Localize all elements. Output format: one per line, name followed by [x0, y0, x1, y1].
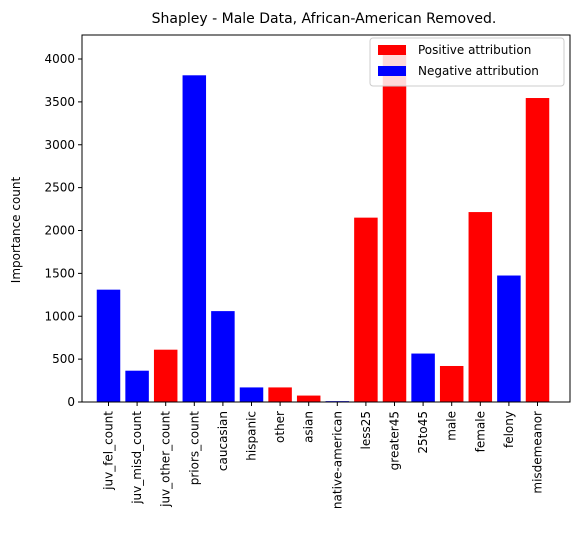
x-tick-label-misdemeanor: misdemeanor — [531, 411, 545, 494]
bar-female — [468, 212, 493, 402]
x-tick-label-greater45: greater45 — [388, 411, 402, 470]
bar-juv_other_count — [153, 349, 178, 402]
x-axis-ticks: juv_fel_count juv_misd_count juv_other_cou… — [102, 402, 545, 509]
plot-frame — [81, 34, 571, 403]
bar-asian — [296, 395, 321, 402]
bar-hispanic — [239, 387, 264, 402]
legend-swatch-positive — [378, 45, 406, 55]
y-tick-label: 3000 — [44, 138, 75, 152]
bar-25to45 — [411, 353, 435, 402]
bar-misdemeanor — [525, 98, 550, 403]
legend-box — [369, 37, 565, 87]
x-tick-label-25to45: 25to45 — [416, 411, 430, 454]
x-tick-label-male: male — [445, 411, 459, 441]
chart-title: Shapley - Male Data, African-American Re… — [152, 11, 497, 27]
bar-male — [439, 365, 464, 402]
x-tick-label-juv_fel_count: juv_fel_count — [102, 411, 116, 491]
x-tick-label-priors_count: priors_count — [187, 411, 201, 486]
x-tick-label-hispanic: hispanic — [245, 411, 259, 461]
x-tick-label-other: other — [273, 411, 287, 443]
legend-swatch-negative — [378, 66, 406, 76]
legend-label-positive: Positive attribution — [418, 43, 531, 57]
y-tick-label: 0 — [67, 395, 75, 409]
bar-greater45 — [382, 53, 407, 402]
y-axis-label: Importance count — [9, 176, 23, 283]
bar-juv_fel_count — [96, 289, 121, 402]
x-tick-label-juv_other_count: juv_other_count — [159, 411, 173, 508]
bars-group — [96, 53, 550, 403]
bar-other — [268, 387, 292, 402]
legend: Positive attribution Negative attribution — [369, 37, 565, 87]
x-tick-label-less25: less25 — [359, 411, 373, 450]
y-tick-label: 2500 — [44, 181, 75, 195]
bar-less25 — [354, 217, 378, 402]
bar-juv_misd_count — [125, 370, 149, 402]
x-tick-label-juv_misd_count: juv_misd_count — [130, 411, 144, 505]
y-tick-label: 3500 — [44, 95, 75, 109]
bar-caucasian — [211, 311, 235, 402]
y-tick-label: 500 — [52, 352, 75, 366]
y-axis-ticks: 0 500 1000 1500 2000 2500 3000 3500 4000 — [44, 52, 82, 409]
x-tick-label-felony: felony — [502, 411, 516, 448]
x-tick-label-female: female — [473, 411, 487, 452]
x-tick-label-asian: asian — [302, 411, 316, 443]
x-tick-label-native-american: native-american — [330, 411, 344, 509]
y-tick-label: 1500 — [44, 266, 75, 280]
y-tick-label: 2000 — [44, 224, 75, 238]
y-tick-label: 4000 — [44, 52, 75, 66]
x-tick-label-caucasian: caucasian — [216, 411, 230, 471]
bar-priors_count — [182, 75, 207, 403]
bar-felony — [497, 275, 521, 402]
y-tick-label: 1000 — [44, 309, 75, 323]
legend-label-negative: Negative attribution — [418, 64, 539, 78]
